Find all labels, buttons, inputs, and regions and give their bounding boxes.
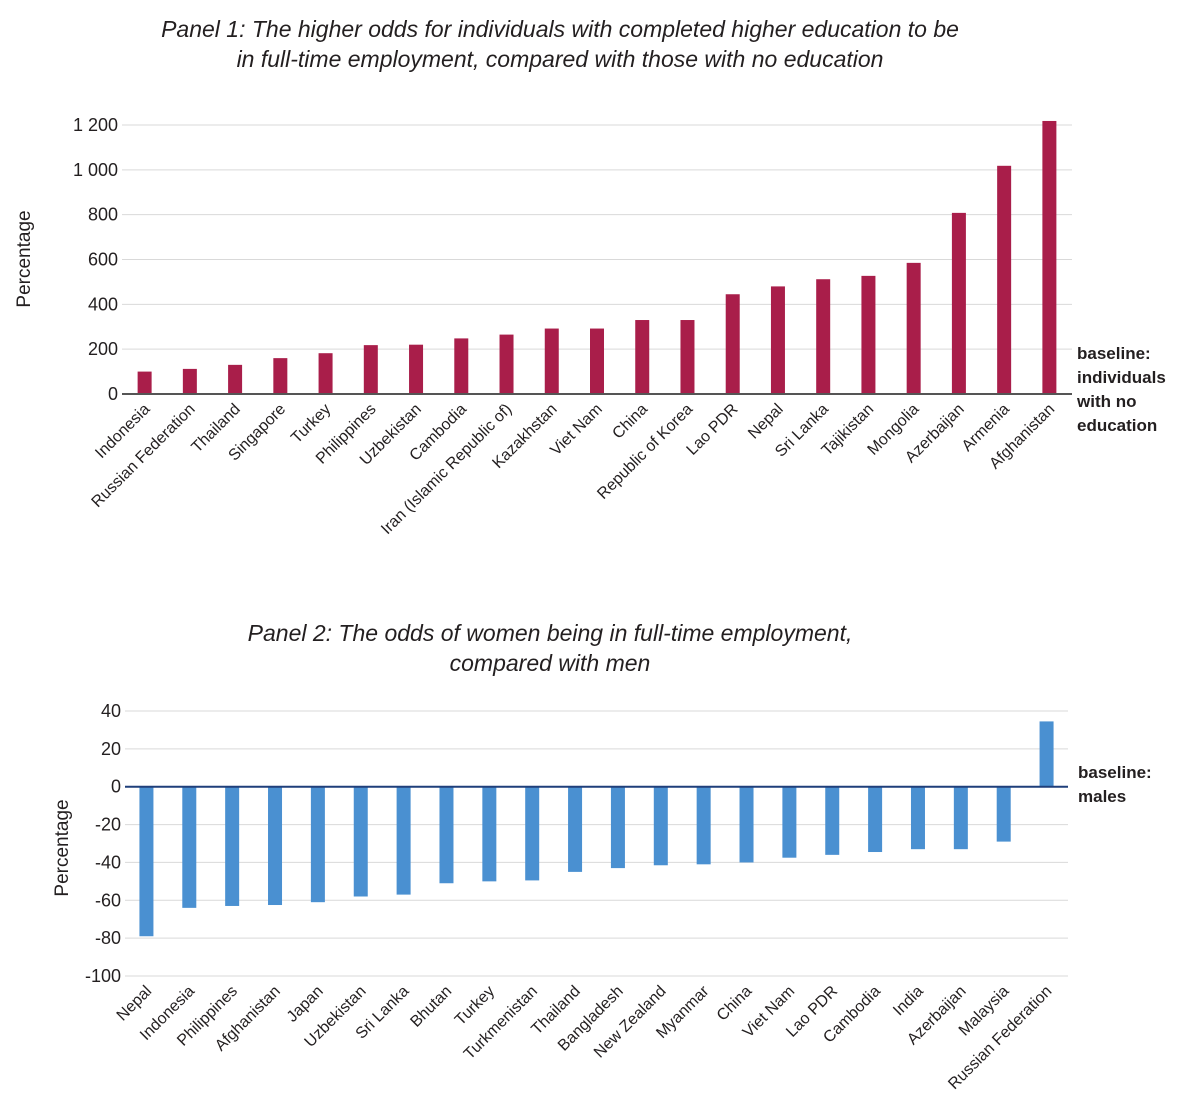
panel-2-bar bbox=[653, 786, 668, 866]
panel-1-baseline-annotation: with no bbox=[1076, 392, 1136, 411]
panel-1-y-tick-label: 0 bbox=[108, 384, 118, 404]
panel-1-bar bbox=[906, 262, 921, 394]
panel-2-bar bbox=[910, 786, 925, 850]
panel-2-bar bbox=[825, 786, 840, 855]
panel-2-y-tick-label: 20 bbox=[101, 739, 121, 759]
panel-1-y-axis-label: Percentage bbox=[14, 210, 35, 307]
panel-2-bar bbox=[868, 786, 883, 853]
panel-1-bar bbox=[725, 294, 740, 394]
panel-1-y-tick-label: 1 200 bbox=[73, 115, 118, 135]
panel-2-title-line-2: compared with men bbox=[449, 650, 651, 676]
panel-1-baseline-annotation: education bbox=[1077, 416, 1157, 435]
panel-1-baseline-annotation: individuals bbox=[1077, 368, 1166, 387]
panel-2-bar bbox=[482, 786, 497, 882]
panel-2-bar bbox=[139, 786, 154, 937]
panel-2-bar bbox=[525, 786, 540, 881]
panel-2-bar bbox=[225, 786, 240, 906]
panel-1-bar bbox=[770, 286, 785, 394]
panel-2-y-tick-label: -80 bbox=[95, 928, 121, 948]
panel-1-title-line-1: Panel 1: The higher odds for individuals… bbox=[161, 16, 959, 42]
panel-2-category-label: India bbox=[890, 983, 927, 1020]
panel-1-bar bbox=[816, 279, 831, 394]
panel-2-bar bbox=[782, 786, 797, 858]
panel-2-title: Panel 2: The odds of women being in full… bbox=[0, 618, 1100, 678]
panel-1-bar bbox=[363, 345, 378, 394]
panel-2-y-tick-label: -40 bbox=[95, 852, 121, 872]
panel-2-y-axis-label: Percentage bbox=[52, 799, 73, 896]
panel-1-bar bbox=[997, 165, 1012, 394]
panel-1-bar bbox=[544, 328, 559, 394]
panel-2-category-label: China bbox=[714, 983, 756, 1025]
panel-1-title: Panel 1: The higher odds for individuals… bbox=[0, 14, 1120, 74]
panel-1-bar bbox=[951, 212, 966, 394]
panel-2-title-line-1: Panel 2: The odds of women being in full… bbox=[247, 620, 853, 646]
panel-2-y-tick-label: 0 bbox=[111, 777, 121, 797]
panel-1-bar bbox=[635, 320, 650, 394]
panel-1-bar bbox=[273, 358, 288, 394]
panel-1-y-tick-label: 200 bbox=[88, 339, 118, 359]
panel-2-y-tick-label: 40 bbox=[101, 701, 121, 721]
panel-2-category-label: Nepal bbox=[114, 983, 156, 1025]
panel-1-bar bbox=[861, 275, 876, 394]
panel-1-bar bbox=[1042, 120, 1057, 394]
panel-2-bar bbox=[353, 786, 368, 897]
panel-2-baseline-annotation: baseline: bbox=[1078, 763, 1152, 782]
panel-2-bar bbox=[953, 786, 968, 850]
panel-2-bar bbox=[1039, 721, 1054, 787]
panel-2-y-tick-label: -20 bbox=[95, 815, 121, 835]
panel-2-category-label: Bhutan bbox=[407, 983, 455, 1031]
panel-1-bar bbox=[137, 371, 152, 394]
panel-1-bar bbox=[182, 368, 197, 394]
panel-2-bar bbox=[182, 786, 197, 908]
panel-1-y-tick-label: 600 bbox=[88, 250, 118, 270]
panel-1-baseline-annotation: baseline: bbox=[1077, 344, 1151, 363]
panel-2-bar bbox=[696, 786, 711, 865]
panel-2-bar bbox=[996, 786, 1011, 842]
panel-1-bar bbox=[409, 344, 424, 394]
panel-2-bar bbox=[568, 786, 583, 872]
panel-1-bar bbox=[499, 334, 514, 394]
panel-2-baseline-annotation: males bbox=[1078, 787, 1126, 806]
panel-1-y-tick-label: 400 bbox=[88, 294, 118, 314]
panel-2-y-tick-label: -60 bbox=[95, 890, 121, 910]
panel-2-y-tick-label: -100 bbox=[85, 966, 121, 986]
panel-1-bar bbox=[590, 328, 604, 394]
panel-2-bar bbox=[310, 786, 325, 903]
panel-1-bar bbox=[680, 320, 695, 394]
panel-1-title-line-2: in full-time employment, compared with t… bbox=[236, 46, 884, 72]
panel-2-bar bbox=[439, 786, 454, 884]
panel-2-bar bbox=[268, 786, 283, 906]
panel-1-y-tick-label: 1 000 bbox=[73, 160, 118, 180]
panel-1-bar bbox=[228, 364, 243, 394]
panel-1-bar bbox=[454, 338, 469, 394]
panel-2-bar bbox=[396, 786, 411, 895]
panel-2-bar bbox=[739, 786, 754, 863]
panel-2-bar bbox=[610, 786, 625, 869]
panel-1-y-tick-label: 800 bbox=[88, 205, 118, 225]
panel-1-bar bbox=[318, 353, 333, 394]
